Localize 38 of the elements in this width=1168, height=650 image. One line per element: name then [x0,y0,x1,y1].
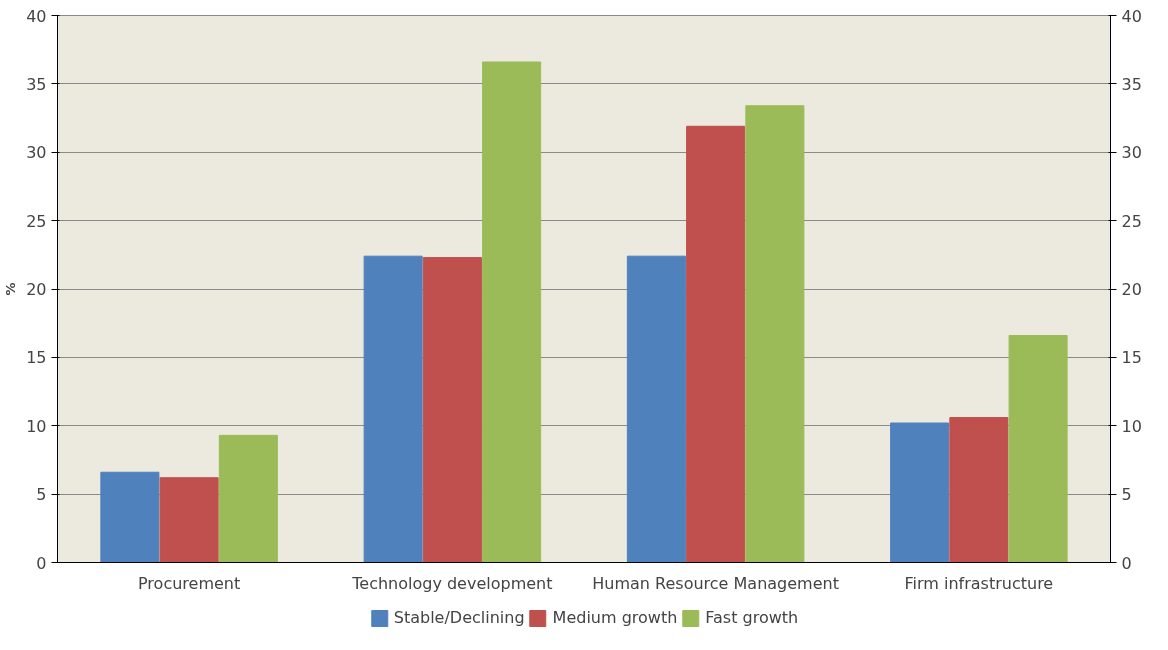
y2-tick-label: 15 [1121,348,1142,368]
y-tick-label: 40 [26,6,47,26]
y2-tick-label: 30 [1121,143,1142,163]
bar [159,477,219,563]
legend-label: Fast growth [705,608,799,627]
x-tick-label: Firm infrastructure [904,573,1054,593]
y-tick-label: 20 [26,280,47,299]
bar [745,105,805,563]
bar [422,257,482,563]
y-tick-label: 35 [26,74,47,94]
bar [949,417,1009,563]
x-tick-label: Procurement [138,573,241,593]
bar [626,255,686,563]
y-axis-title: % [3,282,19,296]
bar [890,422,950,563]
bar [218,434,278,563]
y2-tick-label: 5 [1121,485,1132,505]
legend-label: Medium growth [552,608,678,627]
legend-label: Stable/Declining [393,608,525,627]
y-tick-label: 10 [26,416,47,436]
y2-tick-label: 0 [1121,553,1132,573]
bar [100,471,160,563]
y2-tick-label: 10 [1121,416,1142,436]
bar [686,125,746,563]
y-tick-label: 0 [36,553,47,573]
bar [482,61,542,563]
y-tick-label: 15 [26,348,47,368]
y2-tick-label: 25 [1121,211,1142,231]
y-tick-label: 25 [26,211,47,231]
y2-tick-label: 20 [1121,280,1142,299]
x-tick-label: Human Resource Management [592,573,839,593]
bar [1008,334,1068,563]
y-tick-label: 30 [26,143,47,163]
bar [363,255,423,563]
y-tick-label: 5 [36,485,47,505]
y2-tick-label: 35 [1121,74,1142,94]
y2-tick-label: 40 [1121,6,1142,26]
x-tick-label: Technology development [351,573,553,593]
